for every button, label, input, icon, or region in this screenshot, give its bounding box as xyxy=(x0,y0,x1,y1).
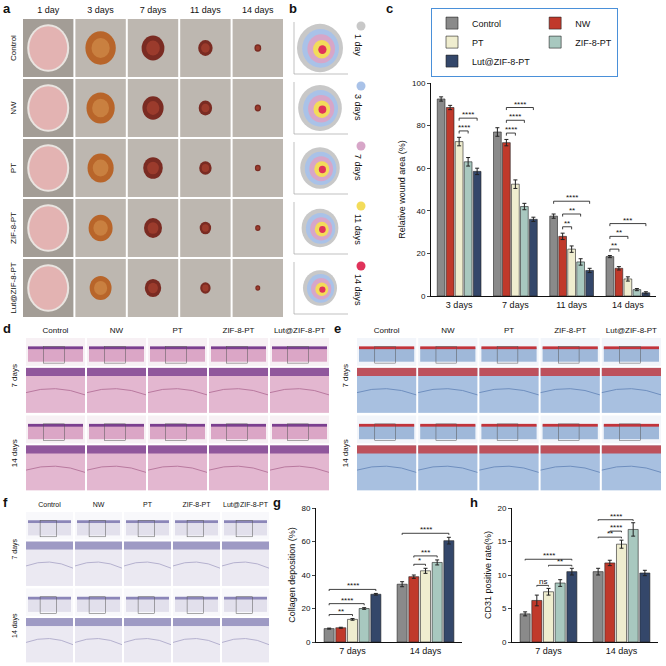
svg-text:****: **** xyxy=(458,123,470,132)
svg-text:7 days: 7 days xyxy=(11,538,19,559)
svg-text:15: 15 xyxy=(497,537,506,546)
svg-text:10: 10 xyxy=(497,571,506,580)
svg-text:7 days: 7 days xyxy=(339,646,366,656)
svg-text:7 days: 7 days xyxy=(10,364,19,388)
svg-text:11 days: 11 days xyxy=(556,300,587,310)
svg-text:****: **** xyxy=(462,110,474,119)
svg-text:0: 0 xyxy=(502,638,507,647)
svg-text:***: *** xyxy=(623,216,632,225)
svg-text:****: **** xyxy=(347,581,359,590)
svg-text:NW: NW xyxy=(110,326,124,335)
svg-text:c: c xyxy=(386,1,393,16)
svg-text:**: ** xyxy=(564,219,570,228)
svg-text:ZIF-8-PT: ZIF-8-PT xyxy=(183,501,212,508)
svg-text:Lut@ZIF-8-PT: Lut@ZIF-8-PT xyxy=(9,262,18,313)
svg-text:NW: NW xyxy=(575,19,590,29)
svg-text:1 day: 1 day xyxy=(37,5,60,15)
svg-text:PT: PT xyxy=(504,326,514,335)
svg-text:11 days: 11 days xyxy=(353,214,363,245)
svg-text:7 days: 7 days xyxy=(502,300,529,310)
svg-text:100: 100 xyxy=(412,79,426,88)
svg-text:14 days: 14 days xyxy=(612,300,644,310)
svg-text:**: ** xyxy=(338,607,344,616)
svg-text:****: **** xyxy=(543,551,555,560)
svg-text:80: 80 xyxy=(416,121,425,130)
svg-text:14 days: 14 days xyxy=(341,439,350,467)
svg-text:NW: NW xyxy=(441,326,455,335)
svg-text:5: 5 xyxy=(502,604,507,613)
svg-text:7 days: 7 days xyxy=(535,646,562,656)
svg-text:Lut@ZIF-8-PT: Lut@ZIF-8-PT xyxy=(472,57,530,67)
svg-text:****: **** xyxy=(509,112,521,121)
svg-text:7 days: 7 days xyxy=(353,154,363,181)
svg-text:***: *** xyxy=(421,548,430,557)
svg-text:****: **** xyxy=(610,512,622,521)
svg-text:a: a xyxy=(3,1,11,16)
svg-text:PT: PT xyxy=(472,38,484,48)
svg-text:14 days: 14 days xyxy=(410,646,442,656)
svg-text:*: * xyxy=(418,556,421,565)
svg-text:7 days: 7 days xyxy=(341,364,350,388)
svg-text:7 days: 7 days xyxy=(140,5,167,15)
svg-text:****: **** xyxy=(341,596,353,605)
svg-text:20: 20 xyxy=(497,504,506,513)
svg-text:3 days: 3 days xyxy=(87,5,114,15)
svg-text:14 days: 14 days xyxy=(353,274,363,306)
svg-text:ZIF-8-PT: ZIF-8-PT xyxy=(9,212,18,244)
svg-text:**: ** xyxy=(616,228,622,237)
svg-text:b: b xyxy=(289,1,297,16)
svg-text:11 days: 11 days xyxy=(190,5,221,15)
svg-text:1 day: 1 day xyxy=(353,34,363,57)
svg-text:80: 80 xyxy=(301,504,310,513)
svg-text:ZIF-8-PT: ZIF-8-PT xyxy=(554,326,586,335)
svg-text:Relative wound area (%): Relative wound area (%) xyxy=(397,140,407,239)
svg-text:ns: ns xyxy=(539,577,547,586)
svg-text:**: ** xyxy=(569,206,575,215)
svg-text:h: h xyxy=(470,495,478,510)
svg-text:Control: Control xyxy=(374,326,400,335)
svg-text:60: 60 xyxy=(416,164,425,173)
svg-text:Control: Control xyxy=(9,35,18,61)
svg-text:****: **** xyxy=(420,525,432,534)
svg-text:14 days: 14 days xyxy=(606,646,638,656)
svg-text:60: 60 xyxy=(301,537,310,546)
svg-text:**: ** xyxy=(607,529,613,538)
svg-text:g: g xyxy=(273,495,281,510)
svg-text:14 days: 14 days xyxy=(11,613,19,638)
svg-text:40: 40 xyxy=(416,207,425,216)
svg-text:Lut@ZIF-8-PT: Lut@ZIF-8-PT xyxy=(606,326,657,335)
svg-text:14 days: 14 days xyxy=(10,439,19,467)
svg-text:Control: Control xyxy=(43,326,69,335)
svg-text:PT: PT xyxy=(172,326,182,335)
svg-text:ZIF-8-PT: ZIF-8-PT xyxy=(223,326,255,335)
svg-text:3 days: 3 days xyxy=(446,300,473,310)
svg-text:Lut@ZIF-8-PT: Lut@ZIF-8-PT xyxy=(274,326,325,335)
svg-text:Lut@ZIF-8-PT: Lut@ZIF-8-PT xyxy=(223,501,269,508)
svg-text:**: ** xyxy=(611,241,617,250)
svg-text:ZIF-8-PT: ZIF-8-PT xyxy=(575,38,611,48)
svg-text:****: **** xyxy=(514,100,526,109)
svg-text:d: d xyxy=(3,321,11,336)
svg-text:**: ** xyxy=(557,557,563,566)
svg-text:****: **** xyxy=(505,125,517,134)
svg-text:3 days: 3 days xyxy=(353,94,363,121)
svg-text:Control: Control xyxy=(472,19,501,29)
svg-text:****: **** xyxy=(610,523,622,532)
svg-text:f: f xyxy=(3,495,8,510)
svg-text:PT: PT xyxy=(9,163,18,173)
svg-text:14 days: 14 days xyxy=(242,5,274,15)
svg-text:e: e xyxy=(334,321,341,336)
svg-text:CD31 positive rate(%): CD31 positive rate(%) xyxy=(483,531,493,619)
svg-text:Control: Control xyxy=(38,501,61,508)
svg-text:****: **** xyxy=(566,193,578,202)
svg-text:NW: NW xyxy=(93,501,105,508)
svg-text:20: 20 xyxy=(301,604,310,613)
svg-text:0: 0 xyxy=(306,638,311,647)
svg-text:Collagen deposition (%): Collagen deposition (%) xyxy=(287,527,297,623)
svg-text:PT: PT xyxy=(143,501,153,508)
svg-text:0: 0 xyxy=(421,292,426,301)
svg-text:NW: NW xyxy=(9,101,18,115)
svg-text:40: 40 xyxy=(301,571,310,580)
svg-text:20: 20 xyxy=(416,249,425,258)
